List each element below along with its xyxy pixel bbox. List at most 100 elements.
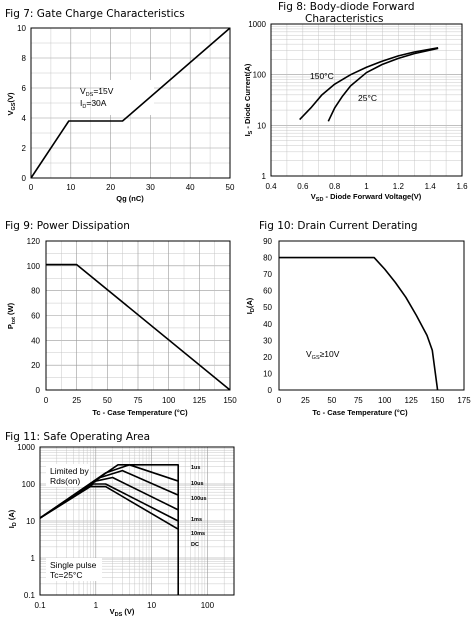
fig7-y-tick: 8 <box>22 54 27 63</box>
fig10-plot-frame <box>278 240 465 391</box>
fig11-series-label: 10us <box>191 481 204 487</box>
fig11-series-label: DC <box>191 542 199 548</box>
fig7-y-tick: 0 <box>22 174 27 183</box>
fig9-y-tick: 100 <box>27 262 41 271</box>
fig10-x-tick: 50 <box>327 396 336 405</box>
fig9-title: Fig 9: Power Dissipation <box>5 220 130 232</box>
fig8-x-tick: 1.6 <box>456 182 468 191</box>
fig9-y-tick: 20 <box>31 361 40 370</box>
fig11-series-label: 100us <box>191 496 207 502</box>
fig8-label-150c: 150°C <box>310 71 334 81</box>
fig8-x-tick: 0.4 <box>265 182 277 191</box>
fig11-series-label: 1ms <box>191 517 202 523</box>
fig8-y-axis-label: IS - Diode Current(A) <box>243 63 254 136</box>
fig7-x-tick: 10 <box>66 183 75 192</box>
fig9-y-tick: 40 <box>31 336 40 345</box>
fig7-x-tick: 20 <box>106 183 115 192</box>
fig10-x-tick: 25 <box>301 396 310 405</box>
fig10-y-tick: 70 <box>263 270 272 279</box>
fig11-y-tick: 1000 <box>17 443 35 452</box>
fig9-x-tick: 100 <box>162 396 176 405</box>
fig8-y-tick: 1 <box>262 172 267 181</box>
fig11-plot-frame <box>39 446 235 596</box>
fig8-plot-frame <box>270 23 463 177</box>
fig7-y-tick: 2 <box>22 144 27 153</box>
fig10-title: Fig 10: Drain Current Derating <box>259 220 418 232</box>
fig10-y-tick: 0 <box>268 386 273 395</box>
fig11-y-tick: 1 <box>31 554 36 563</box>
fig10-y-tick: 90 <box>263 237 272 246</box>
fig7-x-tick: 0 <box>29 183 34 192</box>
fig10-x-tick: 150 <box>431 396 445 405</box>
fig10-x-axis-label: Tc - Case Temperature (°C) <box>312 408 408 417</box>
fig8-series-150c <box>299 46 439 121</box>
fig7-gate-charge-chart: Fig 7: Gate Charge Characteristics 0 10 20… <box>5 8 235 203</box>
fig8-x-tick: 1.4 <box>425 182 437 191</box>
fig10-y-axis-label: ID(A) <box>245 297 256 314</box>
fig11-x-tick: 10 <box>147 601 156 610</box>
fig9-power-dissipation-chart: Fig 9: Power Dissipation 0 25 50 75 100 125 15… <box>5 220 237 417</box>
fig10-x-tick: 75 <box>354 396 363 405</box>
fig11-series-label: 10ms <box>191 531 205 537</box>
fig7-x-tick: 40 <box>186 183 195 192</box>
fig11-x-tick: 1 <box>94 601 99 610</box>
fig10-series-line <box>279 256 439 391</box>
fig9-y-tick: 120 <box>27 237 41 246</box>
fig8-y-tick: 100 <box>253 71 267 80</box>
fig10-drain-current-chart: Fig 10: Drain Current Derating 0 25 50 75 10… <box>245 220 471 417</box>
fig11-annotation-limited: Limited by <box>50 466 89 476</box>
fig11-annotation-rdson: Rds(on) <box>50 476 80 486</box>
fig11-annotation-tc: Tc=25°C <box>50 570 82 580</box>
fig10-x-tick: 175 <box>457 396 471 405</box>
fig7-y-axis-label: VGS(V) <box>6 92 17 115</box>
fig9-y-tick: 60 <box>31 312 40 321</box>
fig8-title-line2: Characteristics <box>305 13 384 25</box>
fig9-x-tick: 0 <box>44 396 49 405</box>
fig8-x-tick: 0.8 <box>329 182 341 191</box>
fig9-series-line <box>46 263 231 391</box>
fig10-y-tick: 50 <box>263 303 272 312</box>
fig7-annotation-box <box>104 80 154 115</box>
fig11-x-tick: 0.1 <box>34 601 46 610</box>
fig7-y-tick: 4 <box>22 114 27 123</box>
fig9-y-axis-label: Ptot (W) <box>6 302 17 329</box>
fig10-x-tick: 125 <box>404 396 418 405</box>
fig7-plot-frame <box>30 27 231 179</box>
fig9-y-tick: 0 <box>36 386 41 395</box>
fig10-y-tick: 40 <box>263 320 272 329</box>
fig8-x-axis-label: VSD - Diode Forward Voltage(V) <box>311 192 422 203</box>
fig9-x-tick: 25 <box>72 396 81 405</box>
fig7-y-tick: 10 <box>17 24 26 33</box>
fig9-plot-frame <box>45 240 231 391</box>
fig11-x-tick: 100 <box>201 601 215 610</box>
fig11-y-tick: 10 <box>26 517 35 526</box>
fig7-y-tick: 6 <box>22 84 27 93</box>
fig9-x-tick: 75 <box>134 396 143 405</box>
fig8-y-tick: 1000 <box>248 20 266 29</box>
fig10-y-tick: 10 <box>263 369 272 378</box>
fig7-x-tick: 50 <box>226 183 235 192</box>
fig11-pulse-label-box <box>46 558 102 581</box>
fig8-x-tick: 1 <box>364 182 369 191</box>
fig9-x-tick: 125 <box>193 396 207 405</box>
fig8-x-tick: 1.2 <box>393 182 405 191</box>
fig10-y-tick: 20 <box>263 353 272 362</box>
fig10-annotation-vgs: VGS≥10V <box>306 349 340 361</box>
fig11-annotation-single-pulse: Single pulse <box>50 560 97 570</box>
fig7-annotation-id: ID=30A <box>80 98 107 110</box>
fig7-series-line <box>30 27 231 179</box>
fig11-series-dc <box>39 485 179 530</box>
fig11-limit-label-box <box>46 464 90 487</box>
fig10-y-tick: 60 <box>263 287 272 296</box>
fig11-x-axis-label: VDS (V) <box>110 607 135 618</box>
fig9-x-tick: 50 <box>103 396 112 405</box>
fig10-x-tick: 100 <box>378 396 392 405</box>
fig9-x-tick: 150 <box>223 396 237 405</box>
fig10-y-tick: 80 <box>263 254 272 263</box>
fig7-annotation-vds: VDS=15V <box>80 86 114 98</box>
fig7-title: Fig 7: Gate Charge Characteristics <box>5 8 185 20</box>
fig11-y-tick: 100 <box>22 480 36 489</box>
fig11-safe-operating-area-chart: Fig 11: Safe Operating Area 0.1 1 10 100 0.1… <box>5 431 235 618</box>
fig10-x-tick: 0 <box>277 396 282 405</box>
